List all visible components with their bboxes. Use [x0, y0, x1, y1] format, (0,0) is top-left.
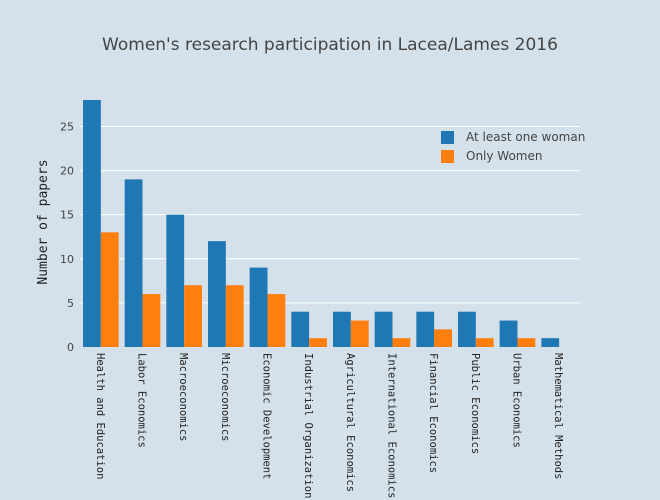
bar-only-women[interactable]	[309, 338, 327, 347]
gridlines	[80, 125, 580, 304]
y-tick-label: 0	[67, 341, 74, 354]
x-tick-label: Financial Economics	[427, 353, 439, 473]
bar-only-women[interactable]	[225, 285, 244, 347]
bar-at-least-one-woman[interactable]	[124, 179, 143, 347]
y-tick-label: 25	[60, 120, 74, 133]
x-axis-ticks: Health and Education Labor Economics Macro…	[94, 353, 564, 498]
bar-only-women[interactable]	[267, 294, 286, 347]
x-tick-label: Economic Development	[261, 353, 273, 479]
legend-label: Only Women	[466, 149, 542, 163]
chart-title: Women's research participation in Lacea/…	[102, 35, 558, 55]
bar-at-least-one-woman[interactable]	[541, 338, 560, 347]
bar-only-women[interactable]	[100, 232, 119, 347]
bar-at-least-one-woman[interactable]	[374, 311, 393, 347]
x-tick-label: Public Economics	[469, 353, 481, 454]
bar-only-women[interactable]	[392, 338, 411, 347]
bar-only-women[interactable]	[142, 294, 161, 347]
y-tick-label: 10	[60, 253, 74, 266]
y-tick-label: 15	[60, 209, 74, 222]
legend[interactable]: At least one woman Only Women	[441, 130, 585, 163]
bar-only-women[interactable]	[184, 285, 202, 347]
bar-only-women[interactable]	[350, 320, 369, 347]
x-tick-label: Microeconomics	[219, 353, 231, 442]
x-tick-label: Macroeconomics	[177, 353, 189, 442]
y-tick-label: 20	[60, 165, 74, 178]
bar-at-least-one-woman[interactable]	[499, 320, 518, 347]
legend-label: At least one woman	[466, 130, 585, 144]
bar-only-women[interactable]	[517, 338, 536, 347]
x-tick-label: International Economics	[386, 353, 398, 498]
x-tick-label: Labor Economics	[136, 353, 148, 448]
x-tick-label: Urban Economics	[511, 353, 523, 448]
bar-at-least-one-woman[interactable]	[416, 311, 435, 347]
y-axis-ticks: 0 5 10 15 20 25	[60, 120, 74, 354]
bar-at-least-one-woman[interactable]	[208, 241, 226, 347]
x-tick-label: Mathematical Methods	[552, 353, 564, 479]
bar-at-least-one-woman[interactable]	[166, 214, 185, 347]
x-tick-label: Health and Education	[94, 353, 106, 479]
bar-only-women[interactable]	[475, 338, 494, 347]
legend-swatch	[441, 131, 454, 144]
y-tick-label: 5	[67, 297, 74, 310]
bars	[83, 100, 560, 347]
y-axis-label: Number of papers	[36, 159, 51, 284]
bar-at-least-one-woman[interactable]	[333, 311, 351, 347]
legend-swatch	[441, 150, 454, 163]
bar-at-least-one-woman[interactable]	[83, 100, 101, 347]
bar-only-women[interactable]	[434, 329, 452, 347]
bar-at-least-one-woman[interactable]	[458, 311, 476, 347]
x-tick-label: Industrial Organization	[302, 353, 314, 498]
x-tick-label: Agricultural Economics	[344, 353, 356, 492]
bar-at-least-one-woman[interactable]	[291, 311, 310, 347]
bar-at-least-one-woman[interactable]	[249, 267, 268, 347]
